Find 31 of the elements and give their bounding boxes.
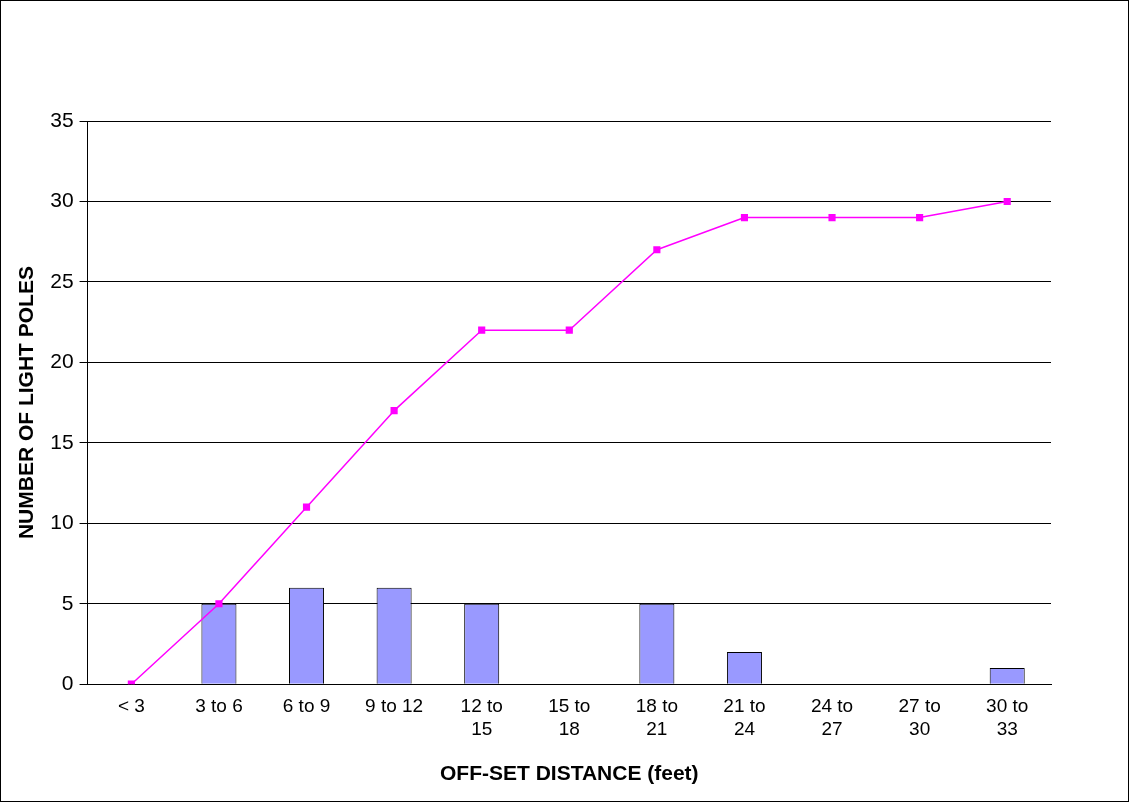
point	[215, 600, 223, 608]
y-tick-label: 25	[50, 268, 74, 292]
x-tick-label: < 3	[117, 694, 145, 716]
y-tick-label: 35	[50, 107, 74, 131]
y-tick-label: 20	[50, 349, 74, 373]
x-tick-label: 21 to 24	[723, 694, 766, 739]
x-tick-label: 9 to 12	[365, 694, 424, 716]
point	[916, 213, 924, 222]
point	[390, 407, 398, 415]
x-tick-label: 12 to 15	[460, 694, 503, 739]
x-tick-label: 3 to 6	[195, 694, 243, 716]
x-tick-label: 18 to 21	[635, 694, 678, 739]
x-tick-label: 27 to 30	[898, 694, 941, 739]
point	[302, 503, 311, 511]
y-tick-label: 10	[50, 510, 74, 534]
point	[565, 326, 573, 334]
x-axis-title: OFF-SET DISTANCE (feet)	[439, 761, 699, 785]
point	[653, 246, 661, 254]
point	[478, 326, 486, 334]
point	[1003, 197, 1011, 206]
x-tick-label: 6 to 9	[282, 694, 331, 716]
x-tick-label: 24 to 27	[810, 694, 854, 739]
point	[828, 213, 836, 222]
y-tick-label: 15	[50, 429, 74, 453]
y-tick-label: 30	[50, 188, 74, 212]
x-tick-label: 15 to 18	[548, 694, 591, 739]
y-tick-label: 5	[61, 590, 74, 614]
point	[740, 213, 749, 222]
x-tick-label: 30 to 33	[986, 694, 1029, 739]
y-axis-title: NUMBER OF LIGHT POLES	[14, 266, 38, 540]
y-tick-label: 0	[61, 671, 74, 694]
